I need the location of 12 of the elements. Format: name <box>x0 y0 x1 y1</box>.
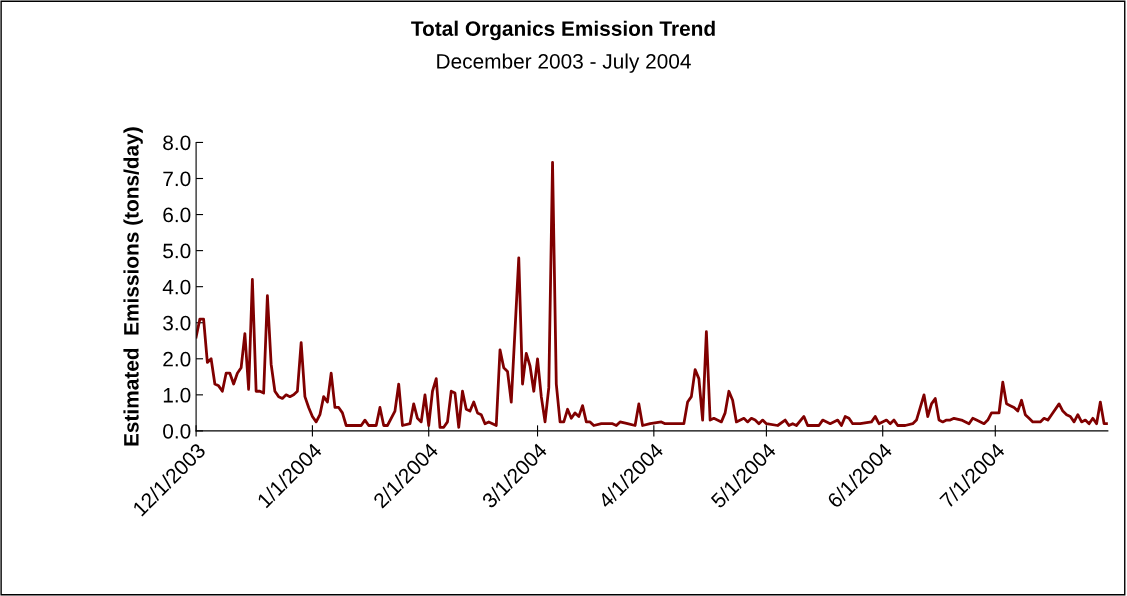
y-tick-label: 6.0 <box>163 207 191 223</box>
y-tick-label: 8.0 <box>163 135 191 151</box>
y-tick-label: 5.0 <box>163 243 191 259</box>
y-tick-label: 7.0 <box>163 171 191 187</box>
y-tick-label: 2.0 <box>163 351 191 367</box>
y-tick-label: 1.0 <box>163 387 191 403</box>
y-tick-label: 0.0 <box>163 423 191 439</box>
chart-title: Total Organics Emission Trend <box>411 20 715 41</box>
y-tick-label: 4.0 <box>162 279 191 295</box>
chart-subtitle: December 2003 - July 2004 <box>437 53 691 73</box>
y-tick-label: 3.0 <box>163 315 191 331</box>
y-axis-title: Estimated Emissions (tons/day) <box>123 127 143 446</box>
